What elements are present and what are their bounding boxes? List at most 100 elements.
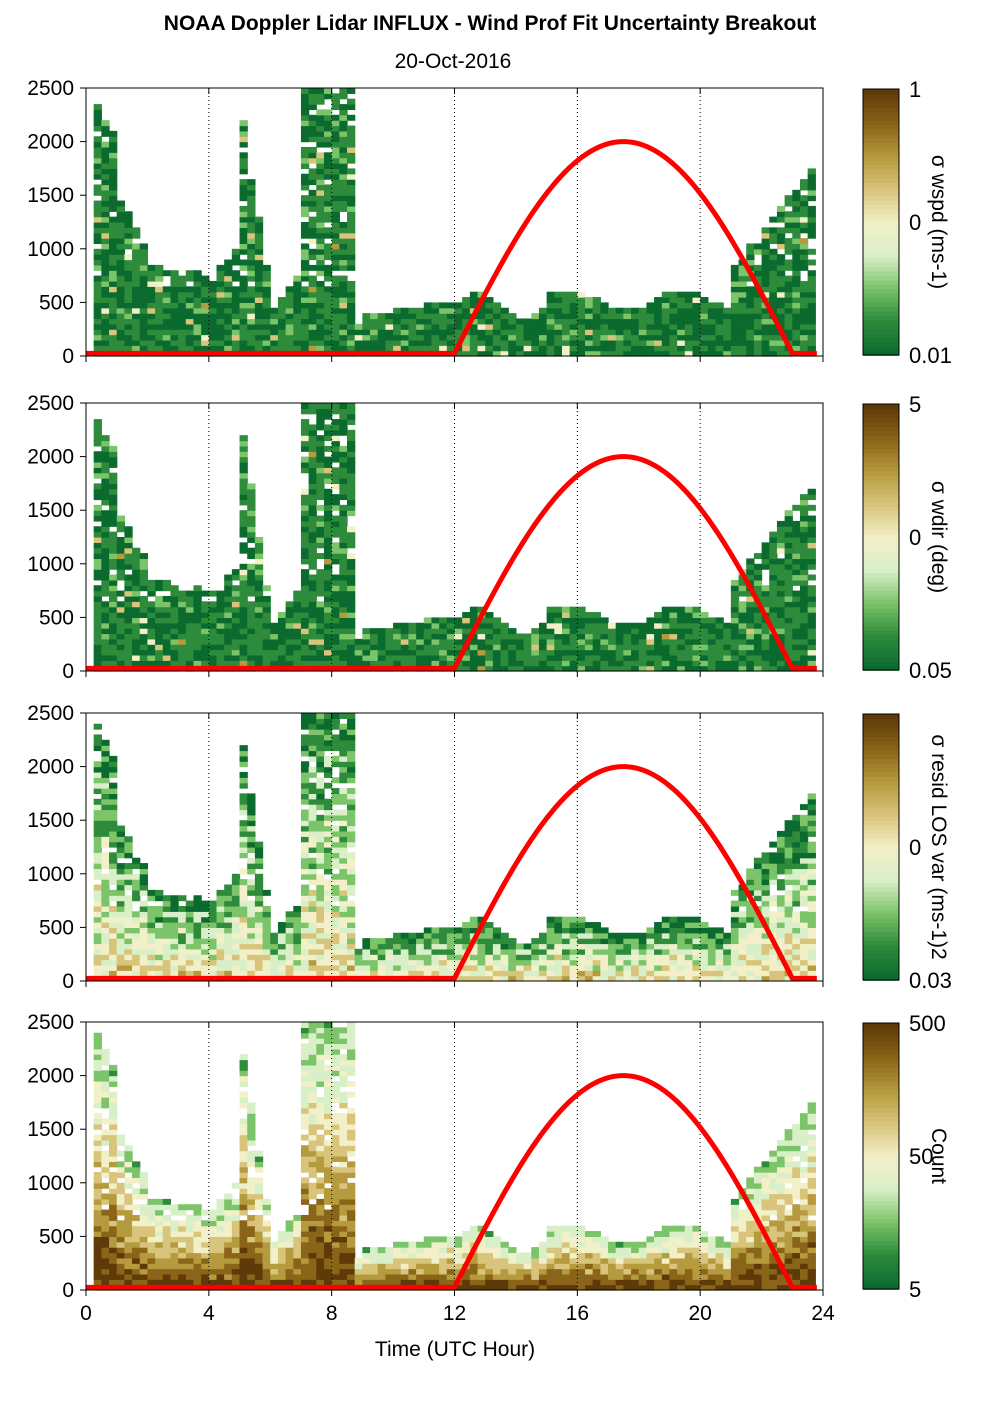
heatmap-cell [769, 916, 778, 923]
heatmap-cell [615, 938, 624, 945]
heatmap-cell [546, 297, 555, 303]
heatmap-cell [247, 970, 256, 977]
heatmap-cell [316, 211, 325, 218]
heatmap-cell [339, 488, 348, 495]
heatmap-cell [347, 905, 356, 912]
heatmap-cell [116, 612, 125, 618]
heatmap-cell [300, 104, 310, 111]
heatmap-cell [254, 654, 264, 661]
heatmap-cell [692, 345, 701, 352]
heatmap-cell [208, 612, 218, 618]
heatmap-cell [316, 916, 325, 923]
heatmap-cell [224, 622, 233, 629]
heatmap-cell [109, 205, 118, 212]
heatmap-cell [661, 948, 671, 955]
heatmap-cell [323, 141, 333, 148]
heatmap-cell [339, 745, 348, 752]
heatmap-cell [254, 232, 264, 239]
heatmap-cell [239, 622, 248, 629]
heatmap-cell [116, 841, 125, 848]
heatmap-cell [300, 612, 310, 618]
heatmap-cell [193, 911, 202, 918]
heatmap-cell [300, 644, 310, 651]
heatmap-cell [792, 542, 801, 549]
heatmap-cell [285, 927, 294, 934]
heatmap-cell [101, 313, 110, 320]
heatmap-cell [546, 302, 555, 309]
heatmap-cell [746, 954, 755, 961]
heatmap-cell [746, 254, 755, 261]
heatmap-cell [262, 307, 271, 314]
heatmap-cell [462, 649, 471, 656]
heatmap-cell [262, 275, 271, 282]
heatmap-cell [101, 889, 110, 896]
heatmap-cell [554, 654, 563, 661]
heatmap-cell [784, 520, 793, 527]
heatmap-cell [569, 927, 578, 934]
heatmap-cell [523, 943, 532, 950]
heatmap-cell [585, 302, 594, 309]
heatmap-cell [677, 334, 686, 341]
heatmap-cell [554, 345, 563, 352]
heatmap-cell [377, 948, 387, 955]
colorbar-tick-label: 1 [909, 77, 921, 102]
heatmap-cell [162, 927, 172, 934]
heatmap-cell [201, 339, 210, 346]
colorbar-segment [863, 97, 899, 104]
heatmap-cell [339, 879, 348, 886]
heatmap-cell [362, 339, 371, 346]
heatmap-cell [784, 633, 793, 640]
heatmap-cell [500, 307, 509, 314]
heatmap-cell [162, 612, 172, 618]
heatmap-cell [761, 601, 770, 608]
heatmap-cell [477, 313, 486, 320]
heatmap-cell [162, 329, 172, 336]
heatmap-cell [247, 275, 256, 282]
heatmap-cell [615, 329, 624, 336]
heatmap-cell [300, 574, 310, 581]
heatmap-cell [370, 948, 379, 955]
heatmap-cell [446, 617, 456, 624]
heatmap-cell [201, 905, 210, 912]
heatmap-cell [431, 964, 440, 971]
heatmap-cell [700, 927, 709, 934]
heatmap-cell [247, 216, 256, 223]
heatmap-cell [477, 345, 486, 352]
heatmap-cell [339, 125, 348, 132]
heatmap-cell [116, 200, 125, 207]
heatmap-cell [285, 302, 294, 309]
heatmap-cell [577, 350, 586, 357]
heatmap-cell [661, 291, 671, 298]
heatmap-cell [561, 307, 571, 314]
heatmap-cell [308, 339, 317, 346]
colorbar-segment [863, 270, 899, 276]
heatmap-cell [746, 970, 755, 977]
heatmap-cell [477, 334, 486, 341]
heatmap-cell [331, 114, 340, 121]
heatmap-cell [208, 590, 218, 597]
heatmap-cell [231, 569, 241, 576]
heatmap-cell [769, 553, 778, 560]
heatmap-cell [162, 617, 172, 624]
heatmap-cell [323, 916, 333, 923]
heatmap-cell [531, 649, 540, 656]
heatmap-cell [408, 329, 417, 336]
heatmap-cell [354, 948, 363, 955]
heatmap-cell [170, 932, 179, 939]
heatmap-cell [684, 638, 694, 645]
heatmap-cell [454, 622, 463, 629]
heatmap-cell [753, 879, 763, 886]
heatmap-cell [677, 307, 686, 314]
heatmap-cell [254, 622, 264, 629]
heatmap-cell [776, 238, 786, 245]
heatmap-cell [347, 809, 356, 816]
heatmap-cell [416, 334, 425, 341]
heatmap-cell [554, 943, 563, 950]
heatmap-cell [761, 270, 770, 277]
heatmap-cell [753, 313, 763, 320]
heatmap-cell [761, 649, 770, 656]
heatmap-cell [339, 777, 348, 784]
heatmap-cell [469, 964, 479, 971]
heatmap-cell [316, 761, 325, 768]
heatmap-cell [615, 628, 624, 635]
